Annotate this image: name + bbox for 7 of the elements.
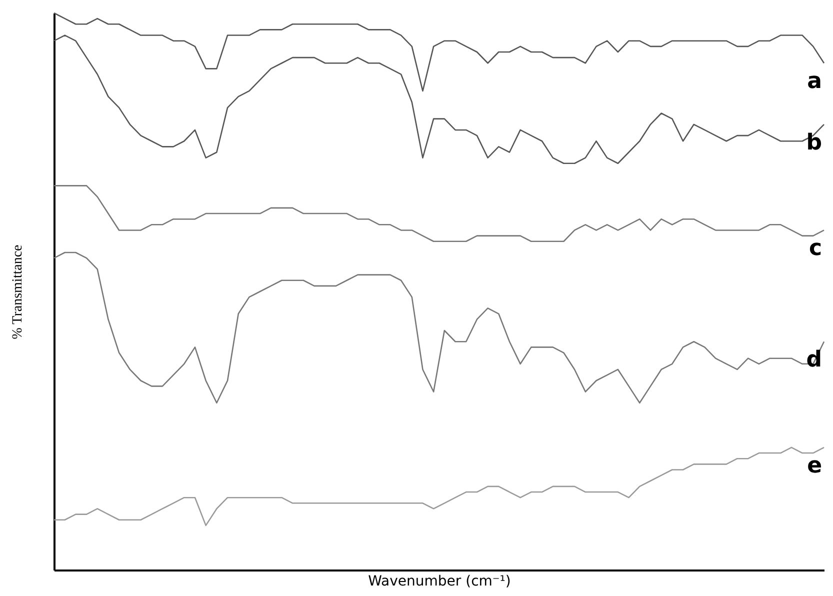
series-label: d <box>806 348 822 373</box>
series-label: c <box>808 236 822 262</box>
x-axis-title: Wavenumber (cm⁻¹) <box>368 574 511 590</box>
series-label: a <box>807 69 822 94</box>
series-label: e <box>807 453 822 478</box>
series-label: b <box>806 130 822 156</box>
y-axis-title: % Transmittance <box>10 244 26 340</box>
